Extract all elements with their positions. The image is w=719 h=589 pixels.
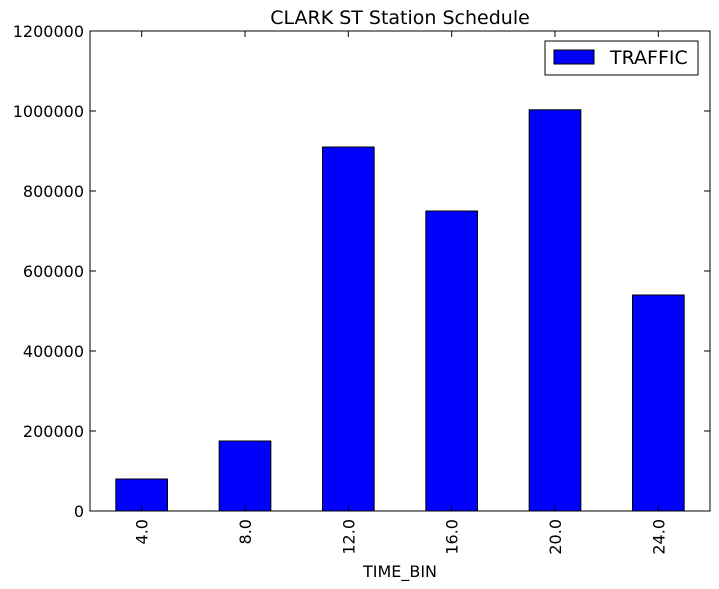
y-tick-label: 0 [74,502,84,521]
y-axis-ticks: 0 200000 400000 600000 800000 1000000 1200000 [13,22,710,521]
bar-12-0 [322,146,375,512]
bar-16-0 [425,210,479,512]
y-tick-label: 600000 [23,262,84,281]
y-tick-label: 200000 [23,422,84,441]
y-tick-label: 1000000 [13,102,84,121]
plot-frame [89,30,711,512]
x-tick-label: 24.0 [649,519,668,555]
axes-layer [89,30,711,512]
legend: TRAFFIC [544,40,699,76]
x-tick-label: 16.0 [443,519,462,555]
legend-swatch [553,49,595,65]
bar-20-0 [528,109,582,512]
x-tick-label: 20.0 [546,519,565,555]
x-tick-label: 8.0 [236,519,255,544]
x-tick-label: 4.0 [133,519,152,544]
y-tick-label: 1200000 [13,22,84,41]
y-tick-label: 400000 [23,342,84,361]
bars-layer [115,109,685,512]
x-axis-label: TIME_BIN [362,562,437,582]
bar-8-0 [218,440,272,512]
x-axis-ticks: 4.0 8.0 12.0 16.0 20.0 24.0 [133,31,668,555]
x-tick-label: 12.0 [339,519,358,555]
y-tick-label: 800000 [23,182,84,201]
chart-title: CLARK ST Station Schedule [270,7,530,29]
legend-label: TRAFFIC [609,47,688,69]
bar-24-0 [632,294,685,512]
